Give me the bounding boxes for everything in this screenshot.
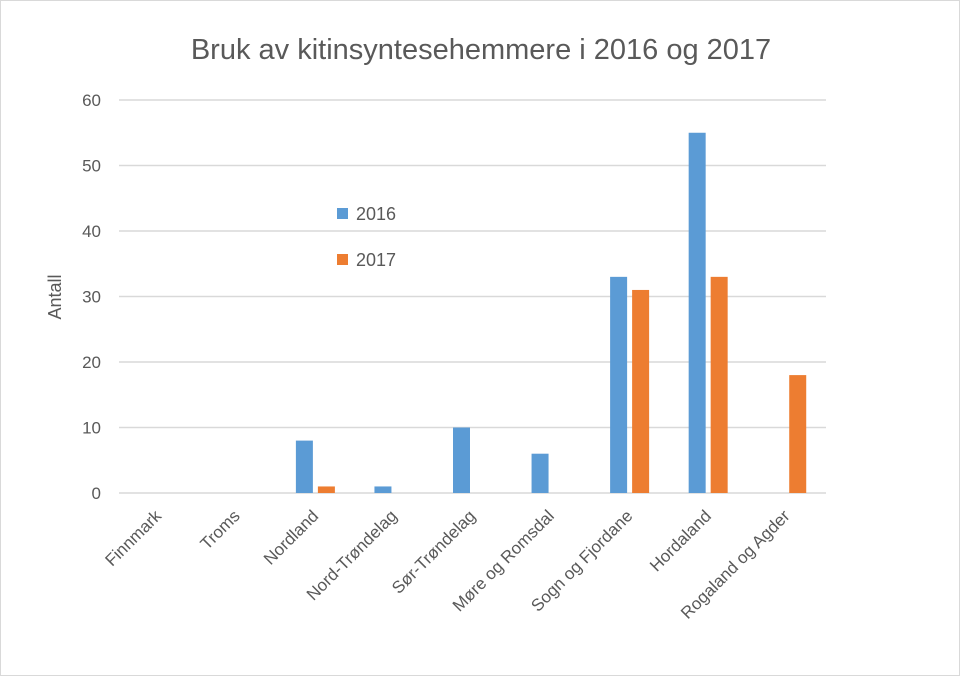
bar-2016 [531, 453, 549, 493]
bar-2016 [453, 427, 470, 493]
bar-2017 [789, 375, 807, 493]
y-tick-label: 60 [82, 91, 101, 110]
y-axis-label: Antall [45, 274, 65, 319]
y-tick-label: 50 [82, 157, 101, 176]
x-tick-label: Finnmark [102, 506, 166, 570]
y-tick-label: 0 [92, 484, 101, 503]
legend-swatch [337, 254, 348, 265]
bar-2017 [632, 289, 650, 493]
bar-2016 [688, 132, 706, 493]
bar-2017 [710, 276, 728, 493]
y-tick-label: 30 [82, 288, 101, 307]
bar-2016 [295, 440, 313, 493]
y-tick-label: 20 [82, 353, 101, 372]
x-tick-label: Nordland [260, 506, 322, 568]
bar-2017 [317, 486, 335, 493]
x-tick-label: Troms [197, 506, 244, 553]
x-tick-label: Hordaland [646, 506, 715, 575]
y-tick-label: 40 [82, 222, 101, 241]
legend-label: 2016 [356, 204, 396, 224]
legend-swatch [337, 208, 348, 219]
bar-2016 [374, 486, 392, 493]
legend-label: 2017 [356, 250, 396, 270]
chart-title: Bruk av kitinsyntesehemmere i 2016 og 20… [191, 34, 771, 66]
y-tick-label: 10 [82, 419, 101, 438]
bar-2016 [610, 276, 628, 493]
